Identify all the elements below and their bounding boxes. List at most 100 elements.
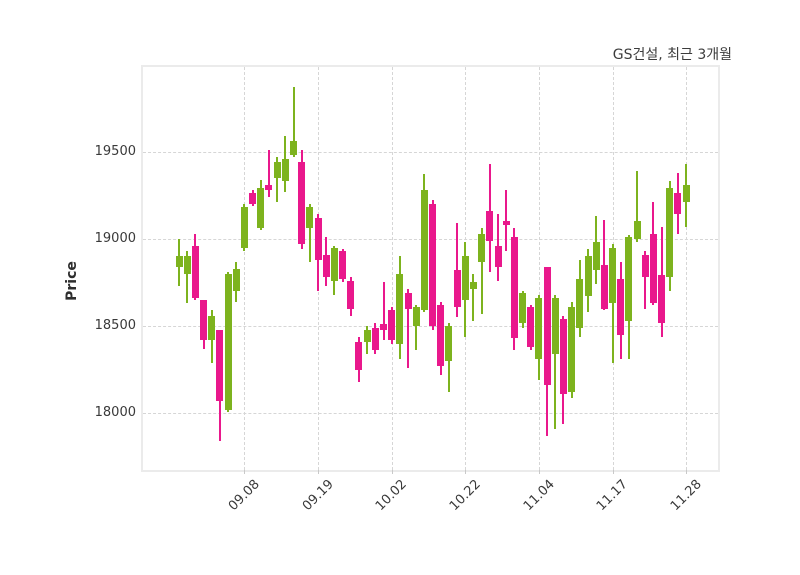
gridline-horizontal	[143, 413, 718, 415]
candle-body-up	[420, 189, 428, 311]
y-tick-label: 19500	[94, 143, 136, 159]
candle-wick-down	[407, 289, 410, 368]
y-tick-label: 19000	[94, 230, 136, 246]
candle-body-down	[380, 324, 387, 330]
candle-body-down	[355, 341, 363, 370]
candle-body-down	[543, 266, 551, 386]
plot-area	[141, 65, 720, 472]
candle-body-up	[396, 273, 404, 344]
gridline-vertical	[391, 67, 393, 470]
candle-body-up	[306, 207, 314, 229]
candle-body-down	[641, 254, 649, 278]
candle-wick-up	[292, 87, 295, 157]
candle-body-down	[249, 193, 257, 204]
candle-body-up	[625, 237, 633, 321]
x-tick-label: 09.19	[299, 477, 337, 514]
candle-body-up	[682, 184, 690, 203]
x-tick-mark	[244, 470, 246, 474]
candle-body-down	[658, 275, 666, 323]
candle-body-down	[527, 306, 535, 347]
candle-body-up	[584, 256, 592, 297]
candle-wick-down	[382, 282, 385, 341]
candle-body-down	[200, 299, 208, 341]
candle-body-down	[322, 254, 330, 278]
candle-wick-up	[186, 251, 189, 304]
candle-body-down	[453, 270, 461, 307]
candle-body-up	[232, 268, 240, 292]
x-tick-mark	[686, 470, 688, 474]
candle-body-up	[576, 278, 584, 328]
candle-body-up	[183, 256, 191, 274]
candle-body-down	[216, 329, 224, 402]
candle-wick-up	[480, 228, 483, 314]
candle-body-down	[510, 237, 518, 339]
candle-wick-down	[267, 149, 270, 197]
candle-wick-down	[603, 219, 606, 311]
candle-body-down	[404, 292, 412, 309]
candle-body-up	[568, 306, 576, 393]
candle-body-down	[674, 193, 682, 215]
candle-body-down	[191, 245, 199, 299]
x-tick-label: 09.08	[226, 477, 264, 514]
candle-wick-up	[276, 156, 279, 203]
gridline-vertical	[686, 67, 688, 470]
x-tick-mark	[318, 470, 320, 474]
candle-body-up	[551, 298, 559, 354]
x-tick-mark	[538, 470, 540, 474]
candle-body-up	[666, 188, 674, 278]
candle-body-down	[600, 265, 608, 309]
y-tick-label: 18000	[94, 405, 136, 421]
candle-body-up	[175, 256, 183, 267]
candle-body-up	[240, 207, 248, 248]
candle-wick-down	[644, 251, 647, 309]
gridline-horizontal	[143, 151, 718, 153]
candle-body-down	[339, 251, 347, 279]
candle-body-up	[478, 233, 486, 262]
candle-body-up	[469, 282, 477, 290]
candle-body-up	[363, 329, 371, 342]
candle-body-up	[290, 141, 298, 156]
x-tick-mark	[612, 470, 614, 474]
x-tick-mark	[465, 470, 467, 474]
candle-body-up	[412, 306, 420, 327]
candle-wick-up	[308, 203, 311, 262]
candle-body-down	[559, 319, 567, 395]
candle-body-down	[347, 280, 355, 309]
candle-body-up	[208, 315, 216, 341]
candle-body-down	[494, 245, 502, 267]
candle-wick-up	[611, 244, 614, 363]
candle-wick-up	[472, 273, 475, 321]
chart-title: GS건설, 최근 3개월	[612, 47, 732, 63]
candle-body-down	[388, 310, 396, 341]
gridline-vertical	[244, 67, 246, 470]
candle-body-down	[298, 162, 306, 245]
candle-body-down	[314, 217, 322, 260]
x-tick-mark	[391, 470, 393, 474]
x-tick-label: 11.28	[667, 477, 705, 514]
y-tick-label: 18500	[94, 318, 136, 334]
candle-body-up	[445, 326, 453, 361]
candle-body-up	[519, 292, 527, 323]
x-tick-label: 11.17	[594, 477, 632, 514]
candle-body-down	[486, 210, 494, 241]
candle-body-up	[592, 242, 600, 271]
x-tick-label: 10.02	[373, 477, 411, 514]
candle-body-up	[273, 162, 281, 178]
candle-body-down	[649, 233, 657, 304]
candle-wick-up	[415, 305, 418, 351]
candle-body-up	[609, 247, 617, 304]
gridline-vertical	[538, 67, 540, 470]
candle-body-up	[633, 221, 641, 239]
gridline-horizontal	[143, 326, 718, 328]
x-tick-label: 11.04	[520, 477, 558, 514]
candle-body-down	[617, 278, 625, 335]
candle-body-down	[502, 221, 510, 225]
candle-body-up	[224, 273, 232, 410]
candle-body-down	[265, 184, 273, 190]
candle-wick-down	[505, 189, 508, 252]
candle-wick-up	[554, 294, 557, 429]
candle-body-down	[437, 305, 445, 367]
candle-body-up	[281, 158, 289, 182]
y-axis-label: Price	[64, 261, 80, 301]
